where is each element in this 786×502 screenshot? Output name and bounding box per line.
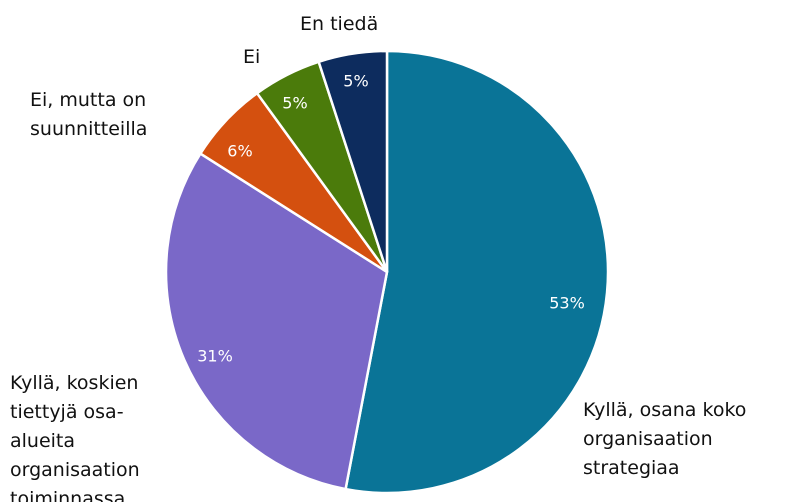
- category-label: Ei: [243, 46, 261, 68]
- value-label: 5%: [343, 72, 368, 91]
- value-label: 6%: [227, 142, 252, 161]
- category-label: En tiedä: [300, 13, 379, 35]
- category-label: Kyllä, osana koko organisaation strategi…: [583, 399, 747, 479]
- value-label: 5%: [282, 94, 307, 113]
- value-label: 31%: [197, 347, 233, 366]
- pie-slice: [317, 49, 389, 273]
- value-label: 53%: [549, 294, 585, 313]
- category-label: Kyllä, koskien tiettyjä osa-alueita orga…: [10, 372, 140, 502]
- pie-slice: [344, 49, 610, 495]
- category-label: Ei, mutta on suunnitteilla: [30, 89, 148, 140]
